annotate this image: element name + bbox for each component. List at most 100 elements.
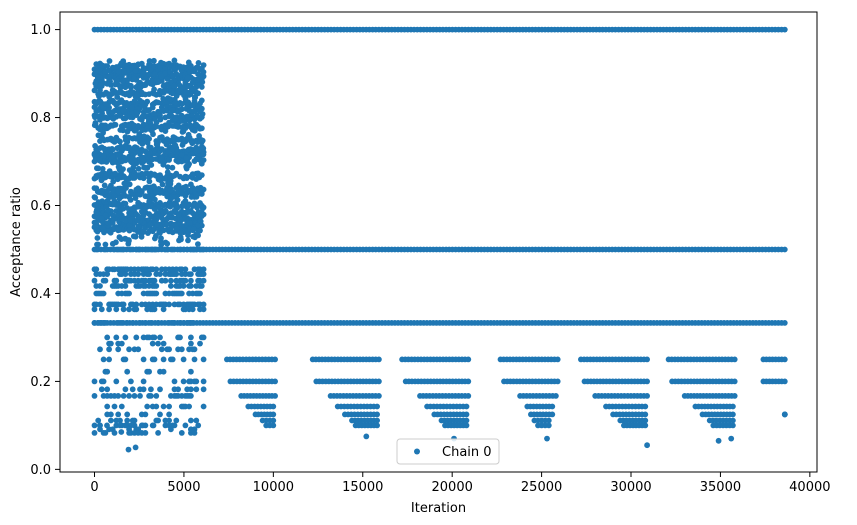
data-point-early: [200, 306, 207, 313]
data-point-early: [188, 340, 194, 347]
data-point-early: [140, 70, 147, 77]
data-point-early: [159, 181, 166, 188]
data-point-early: [160, 356, 167, 363]
data-point-early: [195, 147, 202, 154]
data-point-early: [104, 271, 111, 277]
data-point-early: [131, 393, 138, 399]
legend-box: [396, 438, 500, 465]
data-point-early: [166, 403, 173, 410]
data-point-early: [151, 277, 158, 284]
data-point-early: [188, 334, 194, 341]
data-point-early: [108, 417, 114, 424]
data-point-early: [177, 216, 184, 223]
data-point-early: [200, 403, 207, 410]
data-point-early: [180, 356, 187, 363]
data-point-early: [198, 97, 205, 104]
data-point-early: [101, 137, 107, 144]
data-point-early: [191, 127, 198, 134]
data-point-early: [119, 78, 126, 84]
data-point-band-0_167: [644, 393, 650, 399]
data-point-early: [115, 226, 122, 233]
data-point-early: [160, 202, 167, 209]
data-point-early: [188, 283, 194, 289]
data-point-early: [154, 222, 161, 228]
data-point-early: [100, 129, 106, 136]
data-point-early: [174, 197, 181, 203]
data-point-early: [129, 386, 136, 393]
data-point-early: [146, 58, 153, 64]
data-point-early: [122, 271, 129, 277]
data-point-sparse: [118, 429, 125, 435]
data-point-early: [120, 246, 127, 253]
x-tick-label: 5000: [167, 480, 200, 495]
data-point-early: [126, 306, 132, 313]
data-point-early: [113, 277, 120, 284]
data-point-early: [171, 320, 178, 326]
data-point-early: [194, 204, 201, 211]
data-point-early: [113, 306, 120, 313]
data-point-sparse: [644, 442, 650, 449]
data-point-early: [197, 340, 203, 347]
data-point-early: [200, 334, 207, 341]
data-point-early: [145, 230, 151, 237]
data-point-early: [107, 184, 114, 191]
data-point-band-0_167: [272, 393, 278, 399]
data-point-early: [118, 236, 125, 243]
data-point-early: [101, 229, 107, 236]
data-point-early: [164, 164, 171, 171]
data-point-early: [200, 266, 207, 273]
data-point-early: [142, 411, 149, 418]
data-point-sparse: [728, 435, 735, 442]
data-point-band-0_2: [554, 378, 561, 385]
data-point-early: [188, 271, 194, 277]
data-point-early: [172, 99, 179, 106]
data-point-early: [139, 155, 146, 162]
data-point-band-0_167: [465, 393, 472, 399]
data-point-band-0_167: [553, 393, 559, 399]
data-point-early: [151, 57, 157, 64]
data-point-early: [162, 277, 169, 284]
data-point-early: [104, 368, 111, 375]
y-tick-label: 0.0: [30, 463, 51, 478]
data-point-early: [186, 107, 193, 114]
data-point-early: [200, 271, 207, 277]
data-point-early: [186, 117, 193, 124]
data-point-band-0_125: [463, 411, 470, 418]
data-point-early: [194, 112, 201, 119]
data-point-early: [148, 162, 155, 168]
data-point-early: [92, 194, 99, 201]
data-point-early: [157, 334, 163, 341]
data-point-band-0_25: [554, 356, 561, 363]
data-point-early: [155, 176, 162, 183]
data-point-early: [102, 69, 109, 75]
data-point-early: [100, 290, 107, 297]
y-tick-label: 0.8: [30, 111, 51, 126]
data-point-early: [115, 346, 122, 353]
data-point-early: [153, 283, 160, 289]
data-point-early: [120, 306, 127, 313]
data-point-early: [171, 142, 178, 149]
data-point-early: [134, 110, 141, 116]
data-point-early: [200, 356, 207, 363]
data-point-early: [110, 217, 117, 223]
data-point-band-0_25: [376, 356, 382, 363]
data-point-early: [132, 68, 139, 74]
data-point-early: [135, 223, 142, 230]
data-point-early: [104, 334, 111, 341]
data-point-early: [127, 197, 134, 203]
data-point-early: [200, 62, 207, 68]
data-point-band-0_25: [644, 356, 650, 363]
data-point-early: [155, 340, 162, 347]
data-point-early: [168, 283, 174, 289]
data-point-early: [175, 212, 182, 219]
data-point-early: [182, 118, 188, 125]
data-point-early: [165, 148, 172, 155]
data-point-early: [199, 79, 206, 85]
data-point-early: [169, 356, 176, 363]
data-point-early: [135, 346, 142, 353]
legend-label-chain-0: Chain 0: [442, 445, 492, 460]
data-point-band-0_5: [781, 246, 788, 253]
data-point-early: [112, 121, 119, 128]
data-point-early: [123, 185, 129, 191]
data-point-early: [122, 62, 129, 69]
